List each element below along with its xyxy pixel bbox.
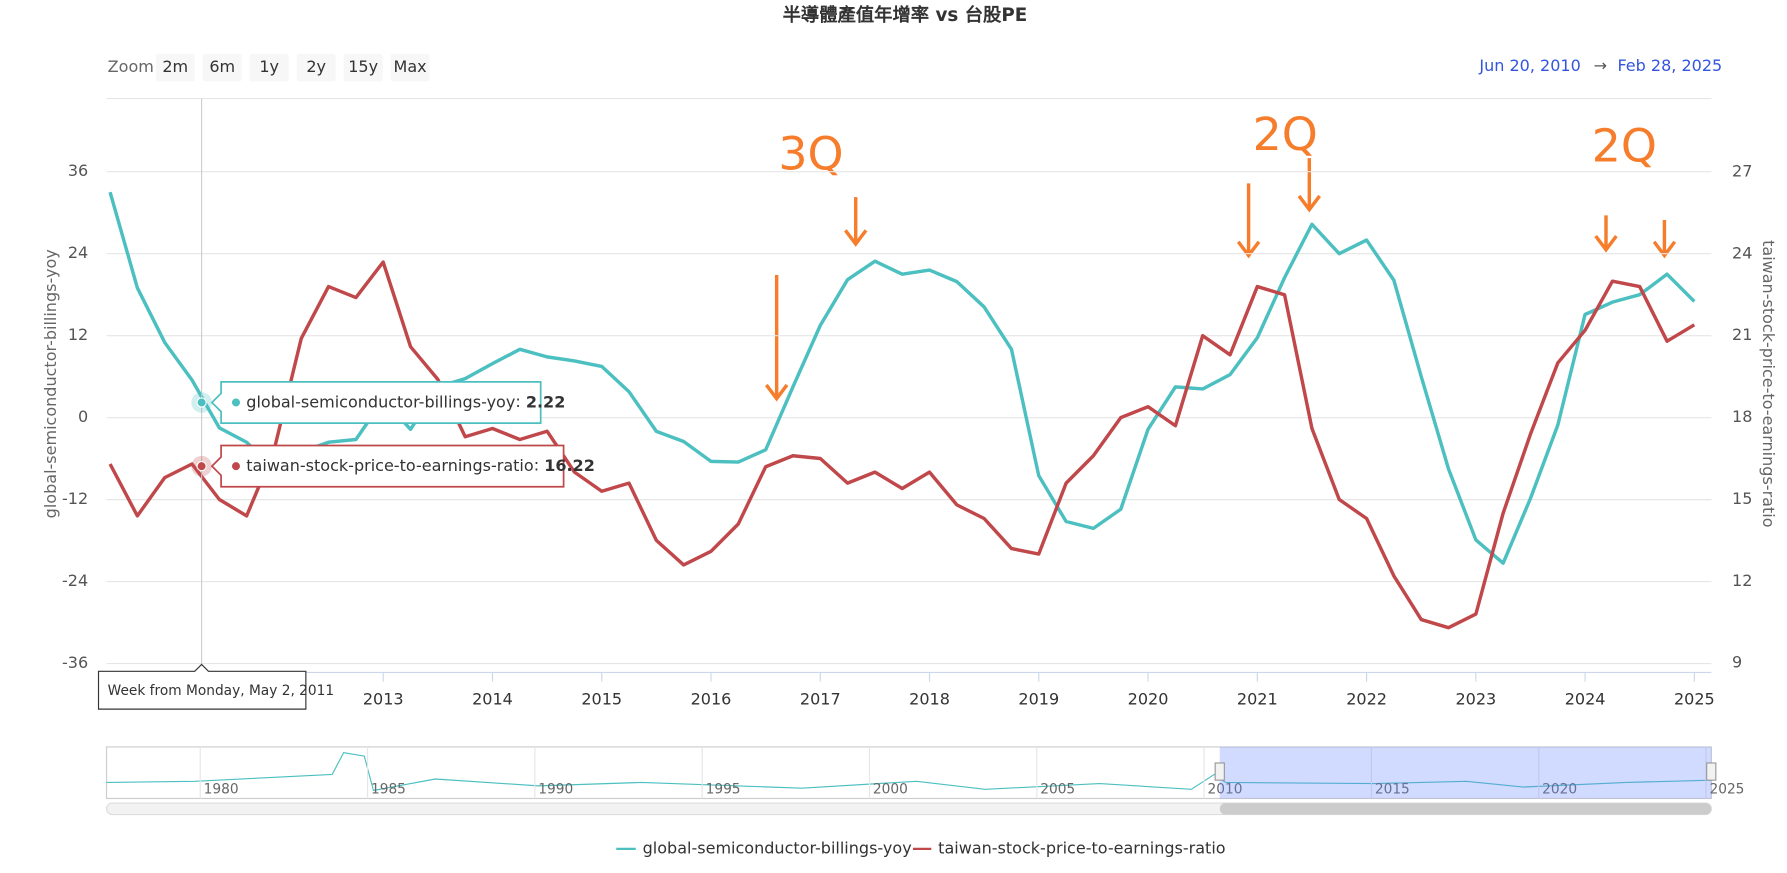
navigator-tick-label: 1980 [204,781,239,797]
x-tick-label: 2024 [1565,689,1606,708]
y2-tick-label: 21 [1732,325,1752,344]
zoom-button-label[interactable]: 2y [306,57,326,76]
y-axis-title: global-semiconductor-billings-yoy [41,249,60,518]
navigator-tick-label: 1985 [371,781,406,797]
annotation-arrows [764,158,1677,402]
annotation: 3Q [778,126,843,180]
zoom-button[interactable] [296,53,336,82]
navigator-tick-label: 2000 [873,781,908,797]
zoom-label: Zoom [108,57,154,76]
zoom-button-label[interactable]: Max [394,57,427,76]
x-tick-label: 2025 [1674,689,1715,708]
arrow [1297,158,1322,213]
y2-tick-label: 9 [1732,653,1742,672]
zoom-button[interactable] [343,53,383,82]
x-tick-label: 2015 [581,689,622,708]
series-line [108,260,1696,630]
zoom-button-label[interactable]: 15y [348,57,378,76]
legend-label[interactable]: global-semiconductor-billings-yoy [643,838,912,857]
navigator-tick-label: 2015 [1375,781,1410,797]
navigator-tick-label: 2020 [1542,781,1577,797]
y-tick-label: 12 [68,325,88,344]
y-tick-label: 0 [78,407,88,426]
navigator-tick-label: 2025 [1709,781,1744,797]
y2-tick-label: 12 [1732,571,1752,590]
arrow [764,274,789,402]
x-tick-label: 2014 [472,689,513,708]
x-tick-label: 2020 [1128,689,1169,708]
y-tick-label: -36 [62,653,88,672]
arrow [844,197,868,247]
navigator-tick-label: 2010 [1208,781,1243,797]
x-tick-label: 2018 [909,689,950,708]
y2-tick-label: 15 [1732,489,1752,508]
x-tick-label: 2021 [1237,689,1278,708]
tooltip-date-box [97,663,307,710]
y2-tick-label: 18 [1732,407,1752,426]
y2-tick-label: 24 [1732,243,1752,262]
y2-tick-label: 27 [1732,161,1752,180]
navigator-handle[interactable] [1214,762,1225,781]
y-tick-label: -24 [62,571,88,590]
range-to[interactable]: Feb 28, 2025 [1617,56,1722,75]
arrow [1236,183,1261,259]
navigator-handle[interactable] [1706,762,1717,781]
navigator-selection[interactable] [1219,746,1712,799]
navigator-tick-label: 2005 [1040,781,1075,797]
y2-axis-title: taiwan-stock-price-to-earnings-ratio [1759,240,1778,527]
annotation: 2Q [1253,107,1318,161]
zoom-button-label[interactable]: 1y [259,57,279,76]
navigator-tick-label: 1995 [706,781,741,797]
tooltip-box [210,444,565,488]
tooltip-text: global-semiconductor-billings-yoy: 2.22 [246,392,565,411]
series-line [108,191,1696,565]
hover-point [196,461,207,472]
arrow [1594,215,1618,253]
zoom-button[interactable] [390,53,430,82]
arrow [1652,219,1677,259]
legend-label[interactable]: taiwan-stock-price-to-earnings-ratio [938,838,1225,857]
scrollbar-thumb[interactable] [1219,803,1712,815]
hover-point [196,397,207,408]
range-arrow: → [1594,56,1607,75]
annotation: 2Q [1592,118,1657,172]
chart-title: 半導體產值年增率 vs 台股PE [783,4,1028,26]
tooltip-date: Week from Monday, May 2, 2011 [108,683,334,699]
range-from[interactable]: Jun 20, 2010 [1478,56,1580,75]
x-tick-label: 2013 [363,689,404,708]
y-tick-label: 24 [68,243,88,262]
navigator-tick-label: 1990 [538,781,573,797]
x-tick-label: 2023 [1455,689,1496,708]
x-tick-label: 2017 [800,689,841,708]
x-tick-label: 2022 [1346,689,1387,708]
zoom-button-label[interactable]: 2m [162,57,188,76]
x-tick-label: 2019 [1018,689,1059,708]
y-tick-label: -12 [62,489,88,508]
y-tick-label: 36 [68,161,88,180]
zoom-button[interactable] [249,53,289,82]
x-tick-label: 2016 [691,689,732,708]
tooltip-text: taiwan-stock-price-to-earnings-ratio: 16… [246,456,595,475]
tooltip-dot [231,462,240,471]
zoom-button-label[interactable]: 6m [209,57,235,76]
navigator-series [106,752,1712,792]
zoom-button[interactable] [155,53,195,82]
zoom-button[interactable] [202,53,242,82]
tooltip-box [210,380,542,424]
tooltip-dot [231,398,240,407]
